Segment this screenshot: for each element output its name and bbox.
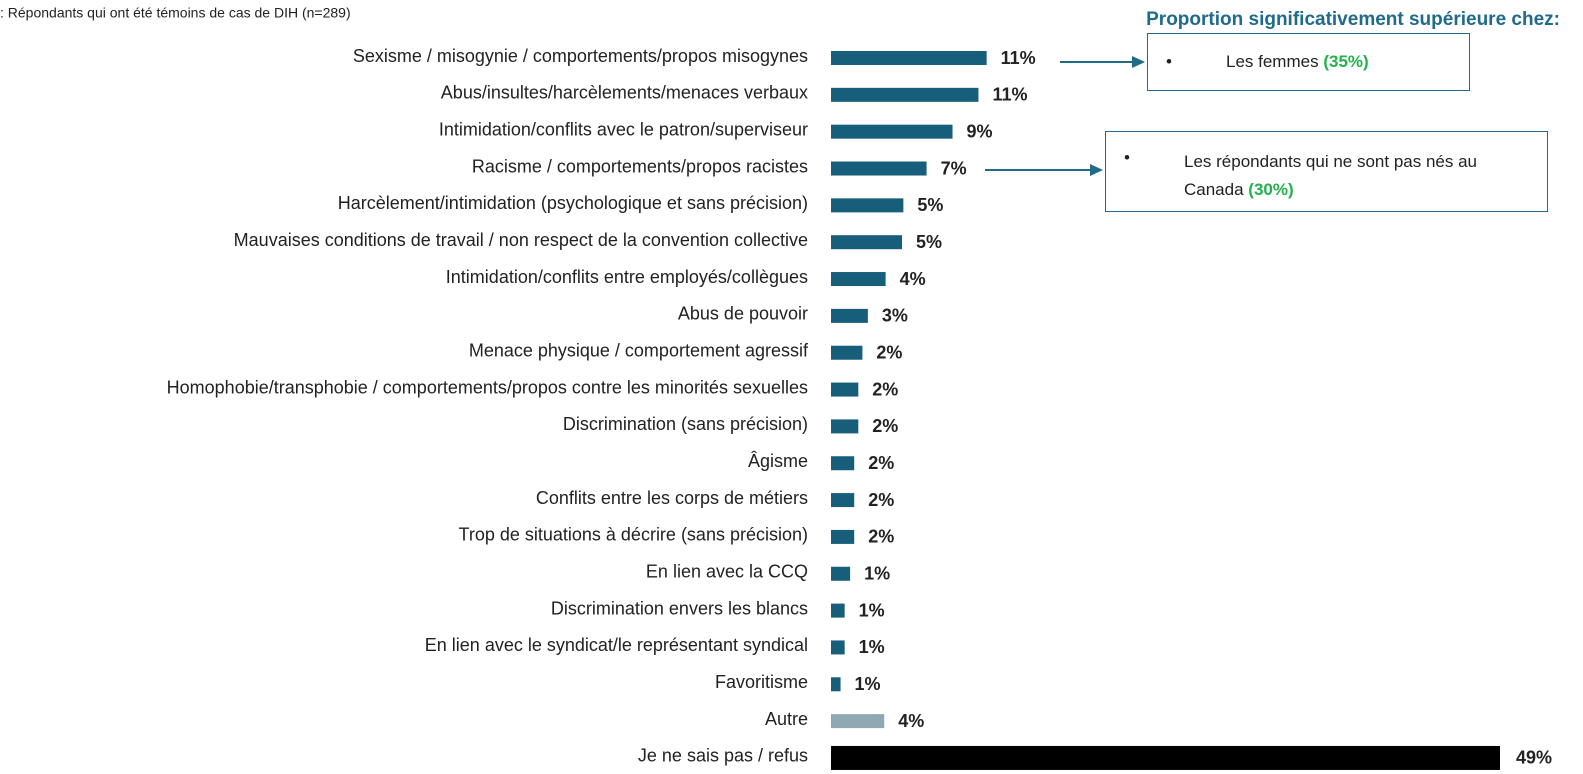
bar	[831, 382, 859, 397]
value-label: 2%	[872, 379, 898, 399]
category-label: Trop de situations à décrire (sans préci…	[459, 525, 809, 545]
annotation-box: • Les femmes (35%)	[1147, 33, 1470, 91]
category-label: En lien avec le syndicat/le représentant…	[425, 635, 808, 655]
value-label: 1%	[855, 674, 881, 694]
category-label: Harcèlement/intimidation (psychologique …	[338, 193, 808, 213]
bar	[831, 529, 855, 544]
category-label: Racisme / comportements/propos racistes	[472, 156, 808, 176]
category-label: Mauvaises conditions de travail / non re…	[234, 230, 808, 250]
value-label: 1%	[859, 637, 885, 657]
subtitle: : Répondants qui ont été témoins de cas …	[0, 5, 351, 21]
category-label: Intimidation/conflits entre employés/col…	[446, 267, 808, 287]
value-label: 2%	[868, 453, 894, 473]
bar	[831, 345, 863, 360]
value-label: 11%	[992, 85, 1027, 105]
bar	[831, 566, 851, 581]
arrow-head	[1090, 164, 1103, 176]
category-label: Menace physique / comportement agressif	[469, 340, 809, 360]
value-label: 7%	[941, 158, 967, 178]
category-label: Abus/insultes/harcèlements/menaces verba…	[441, 83, 808, 103]
annotation-text: Les femmes	[1226, 52, 1319, 71]
bar	[831, 161, 927, 176]
category-label: Âgisme	[748, 451, 808, 471]
arrow-head	[1132, 56, 1145, 68]
value-label: 2%	[868, 527, 894, 547]
category-label: Sexisme / misogynie / comportements/prop…	[353, 46, 808, 66]
category-label: Autre	[765, 709, 808, 729]
bar	[831, 456, 855, 471]
category-label: Discrimination envers les blancs	[551, 598, 808, 618]
bar	[831, 745, 1500, 770]
bar	[831, 677, 841, 692]
bar	[831, 308, 868, 323]
annotation-box: • Les répondants qui ne sont pas nés au …	[1105, 131, 1548, 212]
value-label: 3%	[882, 306, 908, 326]
bullet: •	[1166, 52, 1172, 71]
bar	[831, 493, 855, 508]
category-label: En lien avec la CCQ	[646, 562, 808, 582]
bar	[831, 198, 904, 213]
value-label: 4%	[898, 711, 924, 731]
bar	[831, 124, 953, 139]
value-label: 5%	[917, 195, 943, 215]
value-label: 1%	[864, 564, 890, 584]
bar	[831, 640, 845, 655]
bullet: •	[1124, 148, 1130, 167]
value-label: 49%	[1516, 748, 1552, 768]
category-label: Discrimination (sans précision)	[563, 414, 808, 434]
category-label: Je ne sais pas / refus	[638, 746, 808, 766]
bar	[831, 714, 885, 729]
category-label: Homophobie/transphobie / comportements/p…	[167, 377, 808, 397]
value-label: 2%	[876, 342, 902, 362]
value-label: 1%	[859, 600, 885, 620]
bar	[831, 87, 979, 102]
annotation-text: Les répondants qui ne sont pas nés au Ca…	[1184, 148, 1534, 204]
value-label: 2%	[868, 490, 894, 510]
value-label: 11%	[1001, 48, 1036, 68]
category-label: Conflits entre les corps de métiers	[536, 488, 808, 508]
annotation-title: Proportion significativement supérieure …	[1146, 9, 1560, 30]
value-label: 5%	[916, 232, 942, 252]
category-label: Abus de pouvoir	[678, 304, 808, 324]
annotation-text: Les femmes (35%)	[1226, 52, 1369, 72]
annotation-text: Les répondants qui ne sont pas nés au Ca…	[1184, 152, 1477, 199]
bar	[831, 235, 902, 250]
annotation-highlight: (35%)	[1323, 52, 1369, 71]
bar	[831, 272, 886, 287]
bar	[831, 603, 845, 618]
annotation-highlight: (30%)	[1248, 180, 1294, 199]
value-label: 4%	[900, 269, 926, 289]
category-label: Favoritisme	[715, 672, 808, 692]
bar	[831, 419, 859, 434]
bar	[831, 51, 987, 65]
value-label: 9%	[967, 121, 993, 141]
category-label: Intimidation/conflits avec le patron/sup…	[439, 119, 808, 139]
value-label: 2%	[872, 416, 898, 436]
